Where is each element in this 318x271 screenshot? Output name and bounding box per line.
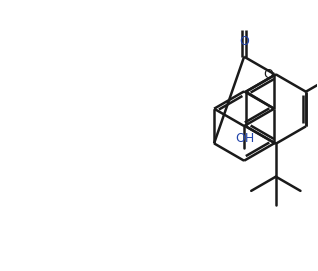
Text: O: O bbox=[264, 67, 273, 80]
Text: OH: OH bbox=[235, 132, 254, 145]
Text: O: O bbox=[239, 35, 249, 48]
